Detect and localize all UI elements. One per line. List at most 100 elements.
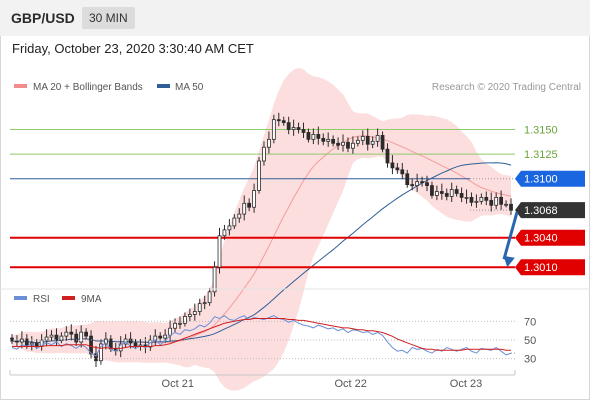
candle-body [232, 217, 237, 227]
candle [103, 332, 108, 350]
candle [89, 330, 93, 359]
candle-body [291, 127, 296, 130]
candle [19, 331, 24, 349]
candle [499, 190, 504, 210]
candle [435, 185, 439, 201]
candle-body [84, 331, 88, 337]
candle [202, 295, 207, 310]
candle-body [222, 229, 227, 237]
candle [94, 345, 98, 367]
candle [69, 324, 74, 341]
candle-body [430, 185, 434, 196]
candle [232, 214, 237, 230]
nine-ma-line [12, 318, 511, 351]
candle-body [242, 202, 247, 215]
candle-body [79, 331, 84, 343]
candle [79, 325, 84, 348]
candle-body [469, 196, 474, 203]
ma50-legend-label: MA 50 [175, 82, 204, 93]
candle-body [128, 338, 133, 344]
rsi-tick-label: 70 [524, 316, 536, 328]
candle-body [24, 338, 29, 346]
x-tick-label: Oct 22 [334, 378, 366, 390]
candle-body [252, 190, 256, 208]
candle-body [444, 193, 449, 197]
candle [311, 128, 316, 145]
candle [74, 329, 79, 346]
candle [212, 261, 217, 297]
candle [430, 181, 434, 199]
candle-body [59, 335, 64, 341]
candle [469, 192, 474, 207]
candle [375, 128, 380, 147]
candle [380, 131, 385, 153]
candle-body [237, 213, 242, 219]
candle-body [341, 141, 345, 146]
candle [464, 189, 469, 204]
candle [54, 328, 59, 346]
candle-body [365, 135, 370, 145]
candle [341, 134, 345, 152]
candle [133, 339, 138, 350]
candle-body [326, 138, 331, 142]
candle-body [202, 302, 207, 305]
nine-ma-legend-label: 9MA [81, 294, 102, 305]
candle [351, 136, 355, 154]
candle-body [425, 182, 429, 186]
candle [316, 126, 321, 145]
candle-body [227, 225, 232, 231]
candle-body [484, 196, 489, 201]
level-tag [515, 229, 585, 246]
candle-body [311, 134, 316, 140]
candle-body [375, 135, 380, 142]
candle-body [380, 135, 385, 150]
level-tag [515, 259, 585, 276]
candle-body [385, 148, 390, 164]
candle-body [89, 335, 93, 355]
candle [252, 183, 256, 213]
level-label: 1.3010 [524, 262, 558, 274]
candle-body [449, 189, 454, 197]
candle-body [34, 342, 39, 347]
candle [207, 287, 212, 306]
nine-ma-legend-swatch [62, 296, 75, 300]
candle [405, 169, 410, 188]
candle-body [276, 119, 281, 122]
candle [296, 122, 301, 134]
candle [420, 176, 424, 187]
candle-body [247, 202, 252, 208]
candle-body [207, 291, 212, 304]
candle-body [183, 316, 187, 324]
candle-body [271, 119, 276, 140]
bollinger-band [12, 67, 511, 391]
candle-body [331, 138, 336, 144]
candle-body [267, 138, 271, 148]
candle [425, 175, 429, 192]
candle-body [173, 322, 177, 329]
candle [242, 195, 247, 221]
candle-body [415, 181, 420, 186]
candle [217, 227, 222, 274]
candle-body [49, 334, 54, 338]
candle [489, 192, 494, 212]
candle-body [435, 191, 439, 196]
candle-body [464, 196, 469, 199]
candle [222, 224, 227, 240]
forecast-arrow-head [503, 255, 515, 268]
candle [336, 137, 340, 150]
candle [479, 193, 484, 205]
rsi-legend-swatch [14, 296, 27, 300]
timeframe-badge[interactable]: 30 MIN [82, 7, 135, 29]
candle-body [99, 343, 103, 362]
candle-body [217, 235, 222, 268]
candle [395, 162, 400, 174]
candle-body [281, 120, 286, 124]
level-label: 1.3125 [524, 149, 558, 161]
candle-body [94, 353, 98, 362]
candle-body [351, 142, 355, 149]
candle [34, 339, 39, 350]
candle-body [212, 266, 217, 293]
candle-body [54, 334, 59, 341]
candle [326, 132, 331, 147]
candle-body [420, 181, 424, 184]
